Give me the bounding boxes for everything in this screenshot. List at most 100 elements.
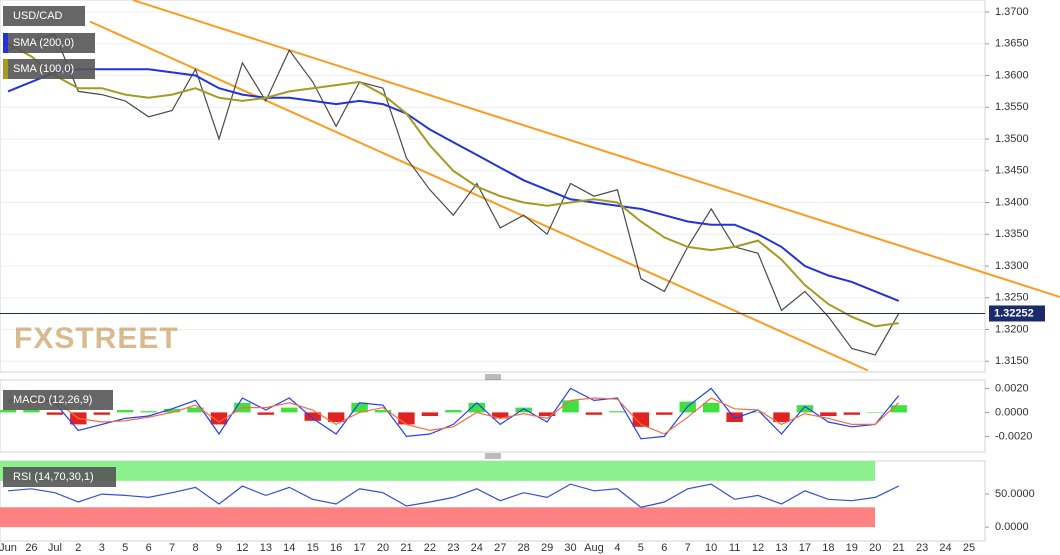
- x-tick-label: 23: [447, 542, 459, 554]
- y-tick-label: 1.3450: [995, 165, 1029, 177]
- x-tick-label: 8: [192, 542, 198, 554]
- y-tick-label: 1.3150: [995, 355, 1029, 367]
- x-tick-label: 17: [353, 542, 365, 554]
- y-tick-label: 1.3350: [995, 228, 1029, 240]
- y-tick-label: 0.0020: [995, 382, 1029, 394]
- x-tick-label: 12: [752, 542, 764, 554]
- histogram-bar: [445, 410, 462, 413]
- x-tick-label: 20: [377, 542, 389, 554]
- legend-label: RSI (14,70,30,1): [13, 471, 94, 483]
- x-tick-label: 13: [775, 542, 787, 554]
- histogram-bar: [609, 411, 626, 413]
- x-tick-label: 30: [564, 542, 576, 554]
- x-tick-label: 24: [939, 542, 951, 554]
- x-tick-label: 14: [283, 542, 295, 554]
- y-tick-label: 0.0000: [995, 406, 1029, 418]
- histogram-bar: [773, 412, 790, 422]
- oversold-band: [0, 507, 875, 528]
- x-tick-label: 19: [846, 542, 858, 554]
- legend-label: MACD (12,26,9): [13, 394, 92, 406]
- x-tick-label: 7: [685, 542, 691, 554]
- legend-box: [3, 6, 85, 26]
- histogram-bar: [820, 412, 837, 416]
- y-tick-label: 1.3700: [995, 6, 1029, 18]
- x-tick-label: 12: [236, 542, 248, 554]
- x-tick-label: 24: [471, 542, 483, 554]
- legend-box: [3, 467, 116, 487]
- histogram-bar: [890, 405, 907, 413]
- x-tick-label: 11: [729, 542, 740, 554]
- histogram-bar: [93, 412, 110, 415]
- splitter[interactable]: [485, 453, 501, 459]
- legend-label: SMA (200,0): [13, 37, 74, 49]
- histogram-bar: [632, 412, 650, 427]
- x-tick-label: 26: [25, 542, 37, 554]
- x-tick-label: Aug: [584, 542, 604, 554]
- histogram-bar: [327, 412, 345, 422]
- x-tick-label: 17: [799, 542, 811, 554]
- overbought-band: [0, 461, 875, 481]
- histogram-bar: [351, 402, 368, 413]
- x-tick-label: 15: [307, 542, 319, 554]
- last-price-label: 1.32252: [994, 307, 1034, 319]
- x-tick-label: 6: [661, 542, 667, 554]
- y-tick-label: 1.3300: [995, 260, 1029, 272]
- histogram-bar: [281, 407, 298, 413]
- x-tick-label: 6: [146, 542, 152, 554]
- histogram-bar: [163, 408, 181, 413]
- y-tick-label: 1.3200: [995, 323, 1029, 335]
- last-price-box: [989, 305, 1045, 322]
- histogram-bar: [116, 410, 134, 413]
- histogram-bar: [0, 410, 17, 413]
- y-tick-label: 1.3650: [995, 38, 1029, 50]
- histogram-bar: [492, 412, 509, 419]
- y-tick-label: -0.0020: [995, 430, 1032, 442]
- x-tick-label: 23: [916, 542, 928, 554]
- legend-swatch: [3, 33, 8, 53]
- histogram-bar: [538, 412, 556, 416]
- x-tick-label: Jul: [48, 542, 62, 554]
- histogram-bar: [398, 412, 415, 425]
- histogram-bar: [140, 411, 157, 413]
- y-tick-label: 1.3500: [995, 133, 1029, 145]
- y-tick-label: 1.3250: [995, 292, 1029, 304]
- histogram-bar: [257, 412, 275, 415]
- histogram-bar: [23, 410, 40, 413]
- trendline: [132, 0, 1060, 299]
- histogram-bar: [867, 412, 884, 413]
- histogram-bar: [304, 412, 321, 421]
- y-tick-label: 1.3600: [995, 69, 1029, 81]
- histogram-bar: [515, 407, 532, 413]
- histogram-bar: [374, 410, 392, 413]
- rsi-line: [7, 483, 899, 508]
- histogram-bar: [46, 412, 64, 415]
- x-tick-label: 20: [869, 542, 881, 554]
- watermark: FXSTREET: [14, 322, 179, 355]
- price-panel: [0, 0, 986, 373]
- price-line: [7, 33, 900, 356]
- histogram-bar: [796, 405, 814, 413]
- histogram-bar: [702, 402, 720, 413]
- y-tick-label: 50.0000: [995, 488, 1035, 500]
- legend-box: [3, 390, 113, 410]
- legend-label: SMA (100,0): [13, 63, 74, 75]
- x-tick-label: 5: [638, 542, 644, 554]
- x-tick-label: 10: [705, 542, 717, 554]
- x-tick-label: Jun: [0, 542, 17, 554]
- x-tick-label: 16: [330, 542, 342, 554]
- x-tick-label: 3: [99, 542, 105, 554]
- splitter[interactable]: [485, 374, 501, 380]
- legend-box: [3, 59, 95, 79]
- x-tick-label: 18: [822, 542, 834, 554]
- x-tick-label: 29: [541, 542, 553, 554]
- x-tick-label: 25: [963, 542, 975, 554]
- histogram-bar: [726, 412, 743, 422]
- x-tick-label: 28: [518, 542, 530, 554]
- histogram-bar: [468, 402, 485, 413]
- sma-line: [7, 68, 900, 302]
- x-tick-label: 7: [169, 542, 175, 554]
- x-tick-label: 22: [424, 542, 436, 554]
- histogram-bar: [421, 412, 439, 416]
- histogram-bar: [656, 412, 673, 415]
